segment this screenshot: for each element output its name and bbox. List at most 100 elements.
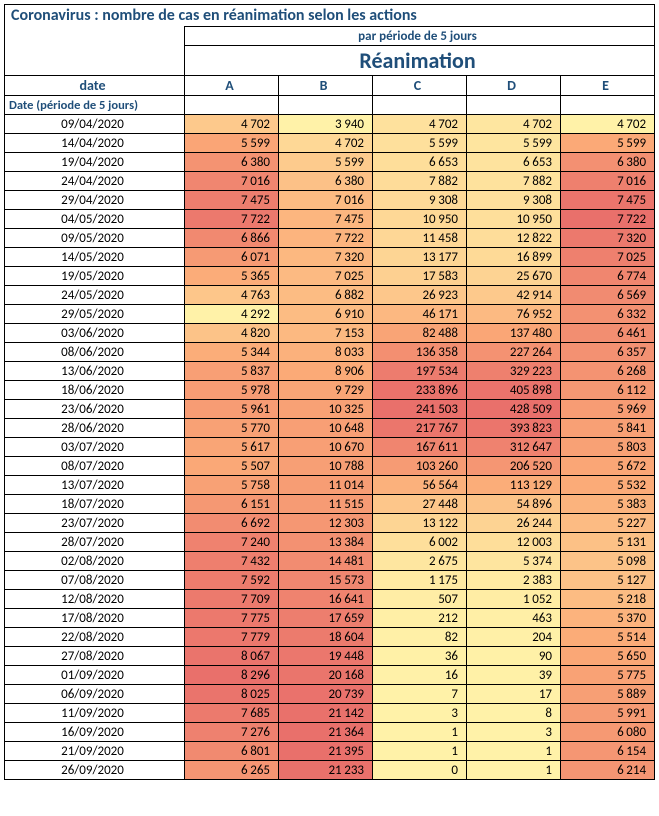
- date-cell: 18/06/2020: [5, 381, 185, 400]
- table-row: 24/04/20207 0166 3807 8827 8827 016: [5, 172, 655, 191]
- value-cell: 5 599: [561, 134, 655, 153]
- date-cell: 09/05/2020: [5, 229, 185, 248]
- value-cell: 5 672: [561, 457, 655, 476]
- value-cell: 16 899: [467, 248, 561, 267]
- big-header: Réanimation: [185, 46, 655, 76]
- table-row: 14/04/20205 5994 7025 5995 5995 599: [5, 134, 655, 153]
- value-cell: 7 475: [185, 191, 279, 210]
- value-cell: 463: [467, 609, 561, 628]
- value-cell: 6 653: [467, 153, 561, 172]
- value-cell: 507: [373, 590, 467, 609]
- value-cell: 8 033: [279, 343, 373, 362]
- value-cell: 5 218: [561, 590, 655, 609]
- table-row: 22/08/20207 77918 604822045 514: [5, 628, 655, 647]
- date-cell: 28/07/2020: [5, 533, 185, 552]
- value-cell: 4 820: [185, 324, 279, 343]
- value-cell: 16: [373, 666, 467, 685]
- value-cell: 7 592: [185, 571, 279, 590]
- value-cell: 6 112: [561, 381, 655, 400]
- value-cell: 113 129: [467, 476, 561, 495]
- value-cell: 21 142: [279, 704, 373, 723]
- value-cell: 10 648: [279, 419, 373, 438]
- table-row: 02/08/20207 43214 4812 6755 3745 098: [5, 552, 655, 571]
- value-cell: 7 685: [185, 704, 279, 723]
- date-column-header: date: [5, 76, 185, 96]
- table-row: 09/05/20206 8667 72211 45812 8227 320: [5, 229, 655, 248]
- value-cell: 3 940: [279, 115, 373, 134]
- table-row: 17/08/20207 77517 6592124635 370: [5, 609, 655, 628]
- value-cell: 8 296: [185, 666, 279, 685]
- date-cell: 24/05/2020: [5, 286, 185, 305]
- value-cell: 56 564: [373, 476, 467, 495]
- table-row: 16/09/20207 27621 364136 080: [5, 723, 655, 742]
- blank-cell: [279, 96, 373, 115]
- blank-cell: [373, 96, 467, 115]
- value-cell: 4 702: [185, 115, 279, 134]
- value-cell: 204: [467, 628, 561, 647]
- value-cell: 7: [373, 685, 467, 704]
- value-cell: 90: [467, 647, 561, 666]
- value-cell: 19 448: [279, 647, 373, 666]
- date-cell: 11/09/2020: [5, 704, 185, 723]
- value-cell: 5 775: [561, 666, 655, 685]
- value-cell: 3: [373, 704, 467, 723]
- value-cell: 7 722: [279, 229, 373, 248]
- value-cell: 6 569: [561, 286, 655, 305]
- value-cell: 1: [467, 742, 561, 761]
- value-cell: 5 127: [561, 571, 655, 590]
- value-cell: 3: [467, 723, 561, 742]
- value-cell: 5 969: [561, 400, 655, 419]
- value-cell: 39: [467, 666, 561, 685]
- value-cell: 7 779: [185, 628, 279, 647]
- date-cell: 22/08/2020: [5, 628, 185, 647]
- col-header: D: [467, 76, 561, 96]
- value-cell: 6 080: [561, 723, 655, 742]
- value-cell: 7 882: [373, 172, 467, 191]
- date-cell: 23/07/2020: [5, 514, 185, 533]
- date-cell: 19/05/2020: [5, 267, 185, 286]
- blank-cell: [185, 96, 279, 115]
- table-row: 23/06/20205 96110 325241 503428 5095 969: [5, 400, 655, 419]
- value-cell: 212: [373, 609, 467, 628]
- value-cell: 7 240: [185, 533, 279, 552]
- value-cell: 7 709: [185, 590, 279, 609]
- value-cell: 0: [373, 761, 467, 780]
- table-row: 24/05/20204 7636 88226 92342 9146 569: [5, 286, 655, 305]
- table-row: 28/07/20207 24013 3846 00212 0035 131: [5, 533, 655, 552]
- value-cell: 17 659: [279, 609, 373, 628]
- table-row: 28/06/20205 77010 648217 767393 8235 841: [5, 419, 655, 438]
- value-cell: 25 670: [467, 267, 561, 286]
- date-cell: 14/04/2020: [5, 134, 185, 153]
- value-cell: 11 458: [373, 229, 467, 248]
- value-cell: 6 774: [561, 267, 655, 286]
- value-cell: 7 320: [561, 229, 655, 248]
- value-cell: 4 702: [467, 115, 561, 134]
- value-cell: 5 599: [279, 153, 373, 172]
- value-cell: 5 374: [467, 552, 561, 571]
- value-cell: 6 265: [185, 761, 279, 780]
- value-cell: 5 841: [561, 419, 655, 438]
- value-cell: 6 380: [561, 153, 655, 172]
- date-cell: 16/09/2020: [5, 723, 185, 742]
- value-cell: 7 320: [279, 248, 373, 267]
- date-cell: 03/07/2020: [5, 438, 185, 457]
- table-row: 29/04/20207 4757 0169 3089 3087 475: [5, 191, 655, 210]
- value-cell: 5 803: [561, 438, 655, 457]
- value-cell: 7 025: [279, 267, 373, 286]
- value-cell: 7 016: [279, 191, 373, 210]
- value-cell: 4 702: [561, 115, 655, 134]
- value-cell: 7 016: [561, 172, 655, 191]
- value-cell: 10 325: [279, 400, 373, 419]
- value-cell: 7 432: [185, 552, 279, 571]
- date-cell: 08/07/2020: [5, 457, 185, 476]
- value-cell: 6 866: [185, 229, 279, 248]
- date-subheader-row: Date (période de 5 jours): [5, 96, 655, 115]
- value-cell: 76 952: [467, 305, 561, 324]
- value-cell: 5 991: [561, 704, 655, 723]
- value-cell: 241 503: [373, 400, 467, 419]
- table-row: 09/04/20204 7023 9404 7024 7024 702: [5, 115, 655, 134]
- date-cell: 29/05/2020: [5, 305, 185, 324]
- value-cell: 7 276: [185, 723, 279, 742]
- value-cell: 5 599: [185, 134, 279, 153]
- value-cell: 42 914: [467, 286, 561, 305]
